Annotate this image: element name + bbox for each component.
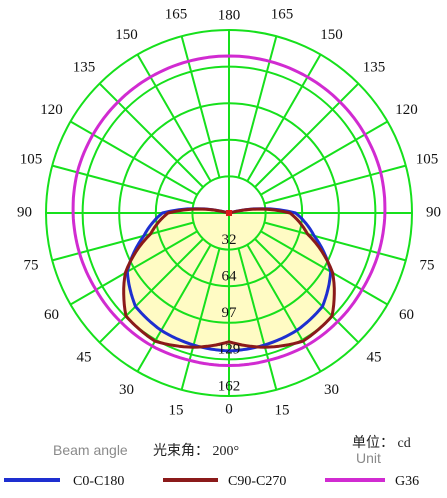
center-marker (226, 210, 232, 216)
radial-label-64: 64 (222, 268, 238, 284)
angle-label-lower-left-45: 45 (77, 349, 92, 365)
grid-spoke (254, 82, 360, 188)
angle-label-upper-left-165: 165 (165, 6, 188, 22)
angle-label-lower-left-60: 60 (44, 307, 59, 323)
angle-label-right-90: 90 (426, 204, 441, 220)
radial-label-162: 162 (218, 378, 241, 394)
axis-labels: 180 0 90 90 165 165 150 150 135 135 120 120 105 105 75… (17, 6, 441, 418)
angle-label-lower-left-75: 75 (23, 257, 38, 273)
angle-label-upper-right-150: 150 (320, 27, 343, 43)
grid-spoke (254, 238, 360, 344)
grid-spoke (246, 244, 322, 372)
angle-label-upper-right-135: 135 (363, 59, 386, 75)
unit-cn-label: 单位： cd (352, 435, 411, 451)
grid-spoke (70, 120, 198, 196)
angle-label-lower-left-15: 15 (168, 402, 183, 418)
angle-label-upper-left-135: 135 (73, 59, 96, 75)
grid-spoke (98, 82, 204, 188)
grid-spoke (51, 221, 194, 262)
angle-label-upper-left-105: 105 (20, 151, 43, 167)
angle-label-upper-right-165: 165 (271, 6, 294, 22)
grid-spoke (260, 120, 388, 196)
angle-label-upper-left-120: 120 (40, 102, 63, 118)
unit-en-label: Unit (356, 450, 381, 466)
angle-label-upper-right-105: 105 (416, 151, 439, 167)
grid-spoke (264, 164, 407, 205)
grid-spoke (51, 164, 194, 205)
angle-label-upper-left-150: 150 (115, 27, 138, 43)
grid-spoke (70, 230, 198, 306)
angle-label-lower-right-30: 30 (324, 382, 339, 398)
grid-spoke (246, 54, 322, 182)
grid-spoke (260, 230, 388, 306)
beam-angle-label: Beam angle (53, 442, 128, 458)
grid-spoke (180, 248, 221, 391)
angle-label-lower-right-75: 75 (420, 257, 435, 273)
legend-label-g36: G36 (395, 474, 419, 489)
radial-label-129: 129 (218, 342, 241, 358)
grid-spoke (136, 54, 212, 182)
grid-spoke (237, 35, 278, 178)
grid-spoke (98, 238, 204, 344)
grid-spoke (136, 244, 212, 372)
legend: C0-C180 C90-C270 G36 (4, 474, 419, 489)
polar-grid (45, 29, 413, 397)
grid-spoke (180, 35, 221, 178)
grid-spoke (237, 248, 278, 391)
angle-label-180: 180 (218, 7, 241, 23)
angle-label-lower-right-60: 60 (399, 307, 414, 323)
angle-label-lower-left-30: 30 (119, 382, 134, 398)
series-curve-g36 (71, 54, 387, 367)
grid-spoke (264, 221, 407, 262)
angle-label-lower-right-45: 45 (366, 349, 381, 365)
series-curves (71, 54, 387, 367)
beam-angle-value: 光束角： 200° (153, 443, 239, 459)
angle-label-lower-right-15: 15 (275, 402, 290, 418)
radial-label-97: 97 (222, 305, 238, 321)
angle-label-left-90: 90 (17, 204, 32, 220)
angle-label-upper-right-120: 120 (395, 102, 418, 118)
legend-label-c0-c180: C0-C180 (73, 474, 124, 489)
radial-label-32: 32 (222, 232, 237, 248)
legend-label-c90-c270: C90-C270 (228, 474, 286, 489)
angle-label-0: 0 (225, 401, 233, 417)
